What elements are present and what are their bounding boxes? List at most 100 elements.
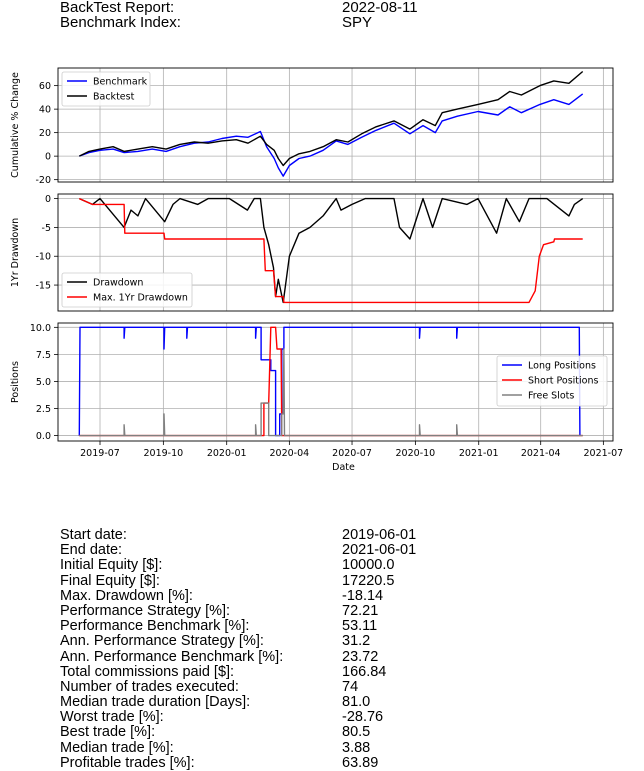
stat-value: -18.14 — [342, 587, 384, 604]
chart-panel: -20 0 20 40 60 Cumulative % Change Benchmark Ba… — [10, 67, 614, 186]
stat-label: Performance Strategy [%]: — [60, 602, 231, 619]
series-line — [79, 93, 584, 177]
series-line — [79, 197, 584, 304]
x-tick-label: 2019-07 — [80, 448, 120, 459]
x-tick-label: 2020-01 — [207, 448, 247, 459]
stat-value: 31.2 — [342, 633, 371, 650]
y-tick-label: 40 — [39, 105, 51, 116]
stat-value: 81.0 — [342, 694, 371, 711]
legend: Drawdown Max. 1Yr Drawdown — [61, 272, 193, 308]
legend-box — [61, 272, 193, 308]
stat-row: Median trade [%]: 3.88 — [60, 739, 620, 756]
stat-row: Best trade [%]: 80.5 — [60, 725, 620, 740]
stats-table: Start date: 2019-06-01 End date: 2021-06-01… — [60, 527, 620, 771]
y-axis-label: Cumulative % Change — [10, 72, 21, 178]
stat-value: 53.11 — [342, 618, 378, 635]
stat-row: Start date: 2019-06-01 — [60, 527, 620, 543]
plot-frame — [57, 193, 614, 312]
y-tick-label: 0.0 — [36, 431, 51, 442]
y-tick-label: 2.5 — [36, 404, 51, 415]
legend-label: Drawdown — [93, 278, 143, 289]
y-axis-label: 1Yr Drawdown — [10, 218, 21, 287]
stat-row: Initial Equity [$]: 10000.0 — [60, 558, 620, 573]
stat-value: 17220.5 — [342, 572, 395, 589]
x-tick-label: 2021-01 — [459, 448, 499, 459]
stat-label: Ann. Performance Strategy [%]: — [60, 633, 264, 650]
chart-panel: 0 -5 -10 -15 1Yr Drawdown Drawdown Max. 1Yr Dr… — [10, 193, 614, 312]
y-axis-label: Positions — [10, 361, 21, 403]
legend-label: Long Positions — [528, 361, 596, 372]
stat-value: 10000.0 — [342, 557, 395, 574]
stat-row: End date: 2021-06-01 — [60, 542, 620, 559]
plot-frame — [57, 322, 614, 442]
series-line — [79, 197, 583, 304]
x-tick-label: 2020-04 — [270, 448, 310, 459]
y-tick-label: 20 — [39, 128, 51, 139]
legend-label: Short Positions — [528, 376, 599, 387]
stat-row: Performance Strategy [%]: 72.21 — [60, 602, 620, 619]
stat-row: Total commissions paid [$]: 166.84 — [60, 663, 620, 680]
stat-label: Number of trades executed: — [60, 678, 239, 695]
stat-label: Profitable trades [%]: — [60, 754, 195, 771]
stat-row: Ann. Performance Benchmark [%]: 23.72 — [60, 648, 620, 665]
x-tick-label: 2019-10 — [144, 448, 184, 459]
legend-label: Free Slots — [528, 391, 574, 402]
plot-frame — [57, 67, 614, 183]
stat-value: 2019-06-01 — [342, 527, 417, 543]
x-tick-label: 2021-07 — [584, 448, 624, 459]
benchmark-value: SPY — [342, 14, 373, 31]
y-tick-label: 5.0 — [36, 377, 51, 388]
series-line — [78, 70, 584, 167]
stat-label: End date: — [60, 542, 123, 559]
legend-label: Max. 1Yr Drawdown — [93, 293, 188, 304]
stat-label: Median trade duration [Days]: — [60, 694, 251, 711]
x-axis-label: Date — [332, 462, 355, 473]
benchmark-label: Benchmark Index: — [60, 14, 181, 31]
legend: Benchmark Backtest — [61, 71, 151, 107]
report-date: 2022-08-11 — [342, 0, 418, 16]
series-line — [79, 326, 583, 437]
legend-label: Backtest — [93, 92, 135, 103]
stat-row: Final Equity [$]: 17220.5 — [60, 572, 620, 589]
y-tick-label: -15 — [35, 281, 51, 292]
stat-label: Initial Equity [$]: — [60, 557, 163, 574]
stat-value: 166.84 — [342, 663, 387, 680]
stat-row: Max. Drawdown [%]: -18.14 — [60, 587, 620, 604]
y-tick-label: 7.5 — [36, 350, 51, 361]
x-tick-label: 2020-10 — [396, 448, 436, 459]
stat-value: 63.89 — [342, 754, 379, 771]
stat-value: 72.21 — [342, 602, 379, 619]
x-tick-label: 2020-07 — [332, 448, 372, 459]
series-line — [79, 348, 583, 437]
stat-label: Median trade [%]: — [60, 739, 174, 756]
stat-label: Max. Drawdown [%]: — [60, 587, 193, 604]
stat-label: Performance Benchmark [%]: — [60, 618, 250, 635]
stat-row: Number of trades executed: 74 — [60, 678, 620, 695]
stat-value: 80.5 — [342, 724, 371, 741]
y-tick-label: 0 — [45, 152, 51, 163]
stat-row: Worst trade [%]: -28.76 — [60, 710, 620, 725]
stat-row: Profitable trades [%]: 63.89 — [60, 754, 620, 771]
series-line — [78, 326, 581, 437]
y-tick-label: 10.0 — [30, 323, 51, 334]
stat-label: Ann. Performance Benchmark [%]: — [60, 648, 284, 665]
stat-label: Final Equity [$]: — [60, 572, 160, 589]
stat-value: 2021-06-01 — [342, 542, 417, 559]
stat-value: 3.88 — [342, 739, 371, 756]
backtest-charts: -20 0 20 40 60 Cumulative % Change Benchmark Ba… — [10, 67, 624, 473]
stat-row: Performance Benchmark [%]: 53.11 — [60, 618, 620, 635]
chart-panel: 0.0 2.5 5.0 7.5 10.0 Positions Long Positions S… — [10, 322, 624, 473]
y-tick-label: 60 — [39, 81, 51, 92]
stat-label: Start date: — [60, 527, 127, 543]
stat-label: Best trade [%]: — [60, 724, 156, 741]
x-tick-label: 2021-04 — [521, 448, 561, 459]
y-tick-label: -20 — [35, 175, 51, 186]
stat-row: Median trade duration [Days]: 81.0 — [60, 694, 620, 711]
stat-value: 74 — [342, 678, 359, 695]
y-tick-label: -5 — [42, 223, 51, 234]
legend: Long Positions Short Positions Free Slots — [496, 355, 608, 407]
y-tick-label: 0 — [45, 194, 51, 205]
y-tick-label: -10 — [35, 252, 51, 263]
stat-label: Worst trade [%]: — [60, 709, 164, 726]
stat-label: Total commissions paid [$]: — [60, 663, 235, 680]
